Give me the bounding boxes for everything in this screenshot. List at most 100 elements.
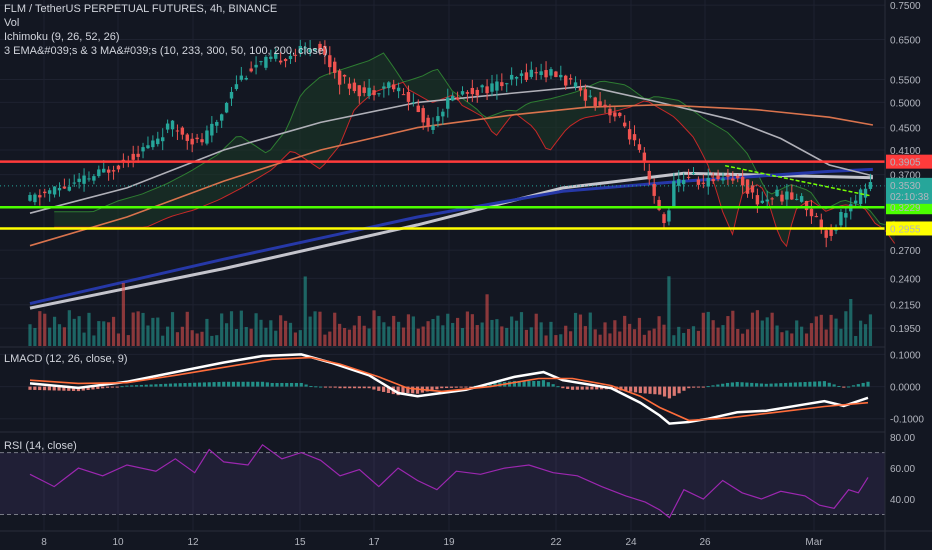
candle-body	[146, 145, 150, 149]
candle-body	[593, 97, 597, 107]
volume-bar	[829, 314, 833, 346]
volume-bar	[485, 294, 489, 346]
volume-bar	[475, 325, 479, 346]
volume-bar	[377, 316, 381, 346]
macd-histogram-bar	[861, 382, 865, 387]
volume-bar	[711, 320, 715, 346]
macd-histogram-bar	[532, 380, 536, 387]
level-tag	[886, 154, 932, 169]
moving-average-0	[29, 171, 873, 310]
macd-histogram-bar	[779, 383, 783, 387]
macd-histogram-bar	[430, 386, 434, 391]
volume-bar	[298, 330, 302, 346]
candle-body	[288, 55, 293, 60]
macd-histogram-bar	[333, 386, 337, 388]
macd-histogram-bar	[585, 386, 589, 390]
volume-bar	[662, 324, 666, 346]
volume-bar	[839, 328, 843, 346]
volume-bar	[682, 332, 686, 346]
volume-bar	[539, 322, 543, 346]
volume-bar	[593, 329, 597, 346]
candle-body	[500, 82, 504, 87]
volume-bar	[67, 310, 71, 346]
level-tag-label: 0.3229	[890, 203, 921, 214]
candle-body	[431, 125, 435, 130]
moving-average-1	[29, 167, 873, 306]
macd-histogram-bar	[304, 384, 308, 387]
volume-bar	[804, 333, 809, 346]
volume-bar	[431, 318, 435, 346]
candle-body	[342, 74, 347, 77]
candle-body	[224, 102, 229, 113]
candle-body	[858, 189, 863, 204]
candle-body	[795, 198, 799, 200]
macd-histogram-bar	[62, 386, 66, 391]
volume-bar	[544, 335, 548, 346]
macd-histogram-bar	[851, 385, 856, 387]
candle-body	[475, 89, 479, 96]
candle-body	[662, 214, 666, 224]
macd-histogram-bar	[231, 381, 236, 387]
candle-body	[539, 71, 543, 76]
macd-histogram-bar	[110, 386, 114, 388]
macd-histogram-bar	[120, 386, 124, 388]
macd-histogram-bar	[740, 382, 744, 387]
macd-histogram-bar	[251, 381, 255, 387]
volume-bar	[151, 317, 155, 346]
macd-histogram-bar	[338, 386, 342, 389]
candle-body	[38, 195, 42, 198]
macd-histogram-bar	[275, 382, 279, 387]
macd-histogram-bar	[294, 382, 299, 387]
candle-body	[677, 179, 681, 186]
volume-bar	[111, 316, 116, 346]
price-tick-label: 0.5500	[890, 76, 921, 87]
volume-bar	[632, 329, 637, 346]
volume-bar	[87, 312, 91, 346]
macd-histogram-bar	[730, 382, 734, 387]
macd-histogram-bar	[745, 382, 749, 387]
macd-histogram-bar	[362, 386, 366, 389]
macd-histogram-bar	[280, 382, 284, 387]
volume-bar	[510, 316, 514, 346]
volume-bar	[190, 330, 194, 346]
macd-histogram-bar	[227, 381, 231, 387]
volume-bar	[505, 327, 509, 346]
macd-histogram-bar	[677, 386, 681, 394]
candle-body	[657, 199, 661, 210]
volume-bar	[686, 329, 691, 346]
macd-histogram-bar	[813, 381, 817, 387]
candle-body	[573, 82, 578, 88]
macd-histogram-bar	[377, 386, 381, 391]
macd-histogram-bar	[149, 384, 153, 387]
volume-bar	[352, 325, 356, 346]
candle-body	[303, 47, 307, 49]
candle-body	[239, 75, 244, 80]
macd-histogram-bar	[86, 386, 90, 390]
candle-body	[87, 178, 91, 180]
symbol-title: FLM / TetherUS PERPETUAL FUTURES, 4h, BI…	[4, 3, 278, 15]
candle-body	[647, 170, 651, 180]
candle-body	[33, 194, 37, 203]
candle-body	[200, 139, 204, 143]
volume-bar	[416, 328, 420, 346]
macd-histogram-bar	[91, 386, 95, 390]
volume-bar	[578, 314, 583, 346]
macd-histogram-bar	[590, 386, 594, 390]
volume-bar	[77, 316, 81, 346]
volume-bar	[107, 322, 111, 346]
volume-bar	[33, 327, 37, 346]
macd-histogram-bar	[696, 386, 701, 388]
volume-bar	[357, 315, 361, 346]
volume-bar	[824, 329, 828, 346]
candle-body	[411, 102, 416, 104]
volume-bar	[455, 317, 460, 346]
macd-histogram-bar	[406, 386, 410, 394]
macd-histogram-bar	[144, 384, 148, 387]
candle-body	[446, 97, 450, 109]
macd-histogram-bar	[784, 382, 788, 387]
candle-body	[534, 72, 538, 74]
candle-body	[505, 83, 509, 85]
candle-body	[333, 61, 337, 73]
candle-body	[102, 168, 106, 173]
candle-body	[686, 176, 691, 178]
